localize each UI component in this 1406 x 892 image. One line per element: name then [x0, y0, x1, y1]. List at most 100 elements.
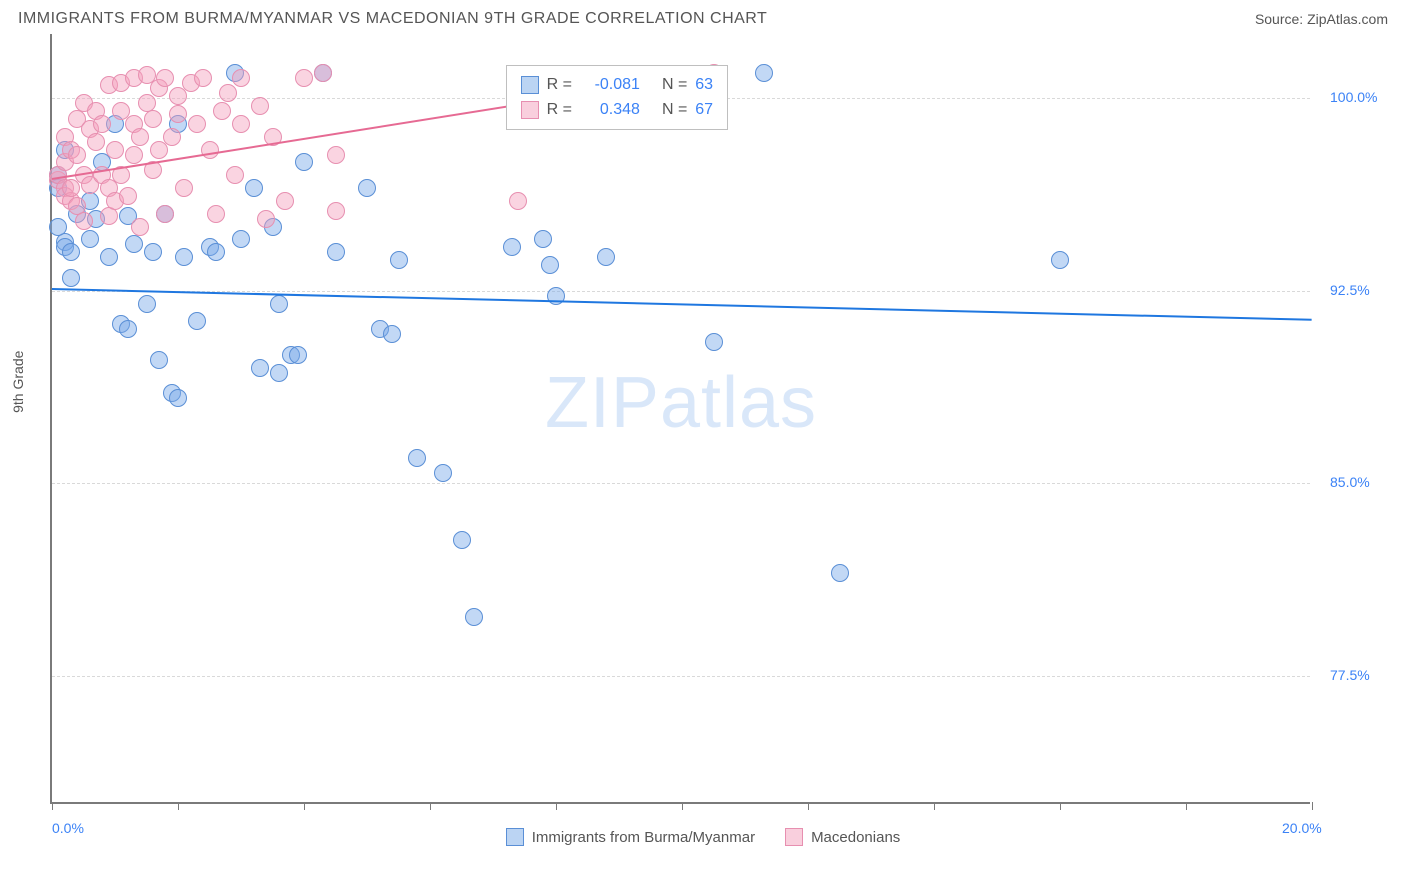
data-point-blue [138, 295, 156, 313]
data-point-pink [144, 110, 162, 128]
data-point-pink [156, 205, 174, 223]
data-point-blue [541, 256, 559, 274]
y-tick-label: 77.5% [1330, 667, 1370, 683]
scatter-plot: ZIPatlas 77.5%85.0%92.5%100.0%0.0%20.0%R… [50, 34, 1310, 804]
trend-line-blue [52, 288, 1312, 321]
data-point-pink [251, 97, 269, 115]
data-point-blue [62, 269, 80, 287]
data-point-blue [327, 243, 345, 261]
page-title: IMMIGRANTS FROM BURMA/MYANMAR VS MACEDON… [18, 10, 767, 28]
data-point-pink [314, 64, 332, 82]
data-point-pink [219, 84, 237, 102]
data-point-pink [68, 146, 86, 164]
data-point-blue [465, 608, 483, 626]
data-point-pink [100, 207, 118, 225]
data-point-pink [276, 192, 294, 210]
data-point-pink [163, 128, 181, 146]
data-point-pink [509, 192, 527, 210]
source-attribution: Source: ZipAtlas.com [1255, 11, 1388, 27]
data-point-blue [81, 230, 99, 248]
gridline [52, 291, 1310, 292]
x-tick [178, 802, 179, 810]
x-tick [934, 802, 935, 810]
gridline [52, 483, 1310, 484]
data-point-blue [232, 230, 250, 248]
x-tick [808, 802, 809, 810]
data-point-blue [534, 230, 552, 248]
data-point-pink [131, 218, 149, 236]
watermark: ZIPatlas [545, 362, 817, 444]
data-point-blue [453, 531, 471, 549]
data-point-pink [188, 115, 206, 133]
x-tick [1060, 802, 1061, 810]
data-point-blue [49, 218, 67, 236]
data-point-blue [705, 333, 723, 351]
data-point-pink [87, 133, 105, 151]
data-point-pink [257, 210, 275, 228]
data-point-blue [62, 243, 80, 261]
data-point-pink [226, 166, 244, 184]
data-point-pink [169, 105, 187, 123]
stats-legend: R =-0.081N =63R =0.348N =67 [506, 65, 728, 130]
y-axis-label: 9th Grade [10, 351, 26, 413]
stats-row-pink: R =0.348N =67 [521, 97, 713, 123]
data-point-pink [75, 212, 93, 230]
data-point-blue [597, 248, 615, 266]
x-tick [682, 802, 683, 810]
data-point-blue [383, 325, 401, 343]
data-point-pink [327, 202, 345, 220]
data-point-blue [207, 243, 225, 261]
data-point-pink [232, 115, 250, 133]
swatch-icon [521, 76, 539, 94]
legend-item-blue: Immigrants from Burma/Myanmar [506, 828, 755, 846]
data-point-pink [327, 146, 345, 164]
legend-label: Macedonians [811, 829, 900, 846]
data-point-pink [194, 69, 212, 87]
legend-label: Immigrants from Burma/Myanmar [532, 829, 755, 846]
x-tick [430, 802, 431, 810]
x-tick [304, 802, 305, 810]
stats-row-blue: R =-0.081N =63 [521, 72, 713, 98]
data-point-blue [169, 389, 187, 407]
swatch-icon [785, 828, 803, 846]
data-point-pink [232, 69, 250, 87]
data-point-blue [358, 179, 376, 197]
data-point-blue [503, 238, 521, 256]
x-tick [1186, 802, 1187, 810]
data-point-blue [175, 248, 193, 266]
swatch-icon [506, 828, 524, 846]
data-point-blue [251, 359, 269, 377]
data-point-blue [150, 351, 168, 369]
data-point-blue [144, 243, 162, 261]
chart-container: 9th Grade ZIPatlas 77.5%85.0%92.5%100.0%… [0, 34, 1406, 854]
data-point-pink [213, 102, 231, 120]
series-legend: Immigrants from Burma/Myanmar Macedonian… [0, 820, 1406, 854]
data-point-pink [119, 187, 137, 205]
data-point-pink [175, 179, 193, 197]
data-point-pink [295, 69, 313, 87]
y-tick-label: 92.5% [1330, 282, 1370, 298]
data-point-pink [131, 128, 149, 146]
x-tick [52, 802, 53, 810]
data-point-pink [106, 141, 124, 159]
x-tick [556, 802, 557, 810]
y-tick-label: 100.0% [1330, 89, 1377, 105]
data-point-pink [207, 205, 225, 223]
data-point-blue [270, 364, 288, 382]
data-point-blue [119, 320, 137, 338]
x-tick [1312, 802, 1313, 810]
data-point-blue [125, 235, 143, 253]
data-point-blue [188, 312, 206, 330]
y-tick-label: 85.0% [1330, 474, 1370, 490]
data-point-blue [100, 248, 118, 266]
gridline [52, 676, 1310, 677]
legend-item-pink: Macedonians [785, 828, 900, 846]
data-point-pink [156, 69, 174, 87]
data-point-blue [245, 179, 263, 197]
data-point-blue [295, 153, 313, 171]
data-point-pink [125, 146, 143, 164]
data-point-blue [390, 251, 408, 269]
data-point-blue [289, 346, 307, 364]
data-point-blue [434, 464, 452, 482]
swatch-icon [521, 101, 539, 119]
